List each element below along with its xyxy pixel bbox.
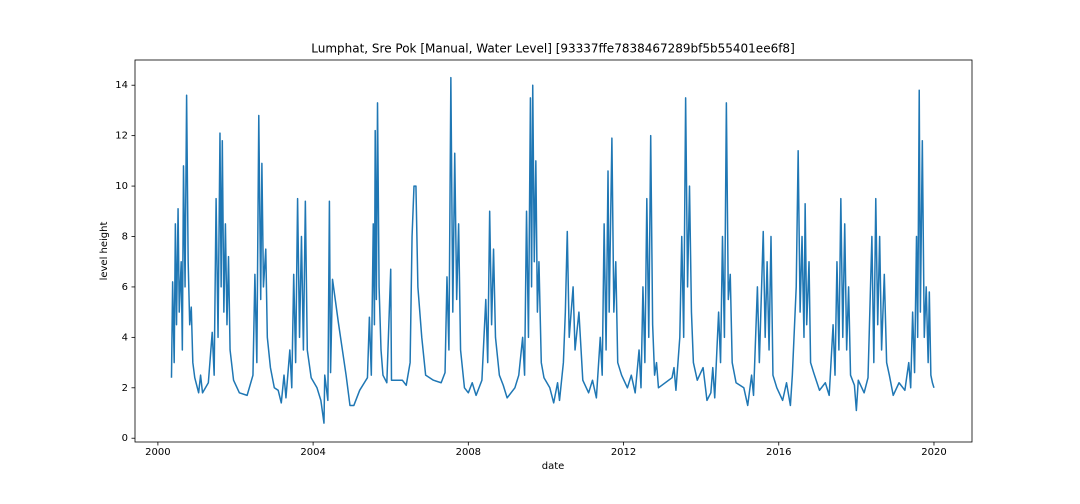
y-tick-label: 6 — [122, 282, 128, 293]
x-tick-label: 2012 — [611, 447, 636, 458]
x-tick-label: 2020 — [921, 447, 946, 458]
x-tick-label: 2016 — [766, 447, 791, 458]
y-tick-label: 4 — [122, 332, 128, 343]
data-line — [170, 76, 935, 424]
y-tick-label: 2 — [122, 383, 128, 394]
x-tick-label: 2008 — [456, 447, 481, 458]
y-tick-label: 12 — [115, 131, 128, 142]
y-tick-label: 8 — [122, 232, 128, 243]
y-tick-label: 10 — [115, 181, 128, 192]
chart-title: Lumphat, Sre Pok [Manual, Water Level] [… — [311, 42, 795, 56]
y-tick-label: 14 — [115, 80, 128, 91]
x-tick-label: 2004 — [300, 447, 325, 458]
plot-frame — [134, 59, 973, 443]
x-tick-label: 2000 — [145, 447, 170, 458]
y-tick-label: 0 — [122, 433, 128, 444]
x-axis-label: date — [542, 461, 565, 472]
y-axis-label: level height — [99, 222, 110, 281]
